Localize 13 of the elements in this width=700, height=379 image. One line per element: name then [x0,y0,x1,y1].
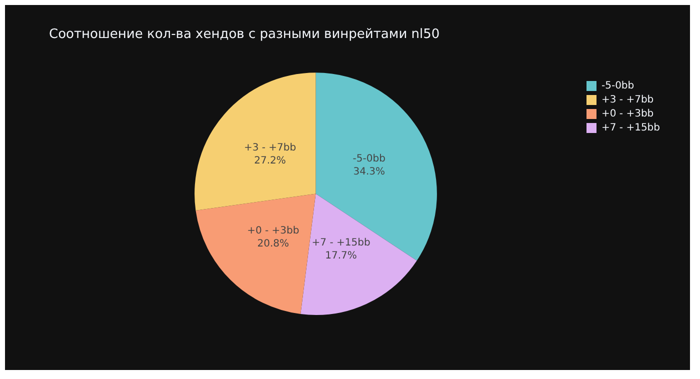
legend-label: -5-0bb [601,80,634,92]
data-label: 17.7% [325,250,357,262]
data-label: 20.8% [257,238,290,250]
data-label: 34.3% [353,166,386,178]
legend-label: +0 - +3bb [601,108,654,120]
legend-label: +7 - +15bb [601,122,660,134]
slice-label: +7 - +15bb [312,237,370,248]
chart-title: Соотношение кол-ва хендов с разными винрейтами nl50 [49,27,440,42]
slice-label: +3 - +7bb [244,142,296,154]
legend-label: +3 - +7bb [601,94,654,106]
slice-label: +0 - +3bb [247,226,300,237]
slice-label: -5-0bb [352,154,386,165]
data-label: 27.2% [254,156,286,167]
